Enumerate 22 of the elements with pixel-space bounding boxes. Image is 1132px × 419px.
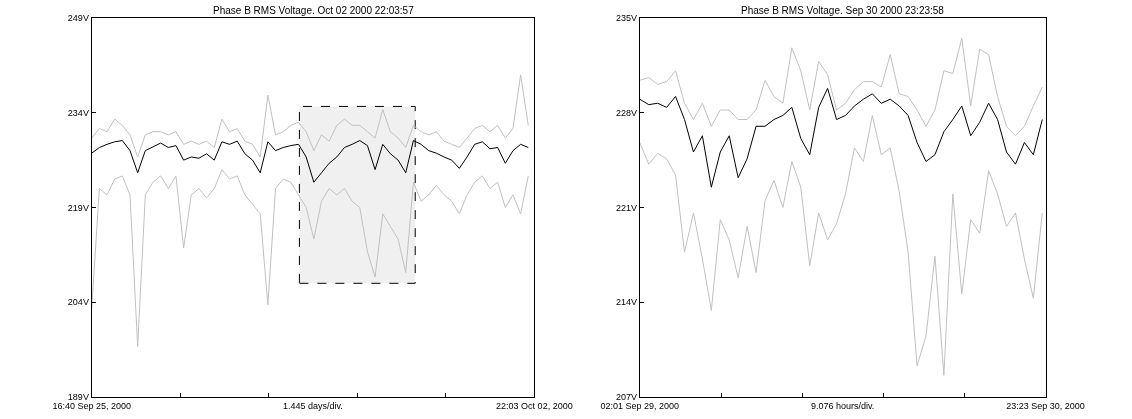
y-tick-label: 221V bbox=[615, 202, 637, 213]
chart-title: Phase B RMS Voltage. Sep 30 2000 23:23:58 bbox=[741, 5, 945, 16]
y-tick-label: 204V bbox=[67, 297, 89, 308]
y-tick-label: 207V bbox=[615, 392, 637, 403]
x-axis-title: 9.076 hours/div. bbox=[811, 401, 875, 411]
y-tick-label: 219V bbox=[67, 202, 89, 213]
y-tick-label: 234V bbox=[67, 107, 89, 118]
x-tick-label: 23:23 Sep 30, 2000 bbox=[1006, 400, 1085, 411]
chart-title: Phase B RMS Voltage. Oct 02 2000 22:03:57 bbox=[213, 5, 415, 16]
x-tick-label: 22:03 Oct 02, 2000 bbox=[496, 400, 573, 411]
line-series bbox=[639, 114, 1043, 376]
line-series bbox=[91, 169, 529, 347]
y-tick-label: 228V bbox=[615, 107, 637, 118]
x-tick-label: 02:01 Sep 29, 2000 bbox=[600, 400, 680, 411]
y-tick-label: 214V bbox=[615, 297, 637, 308]
line-series bbox=[91, 74, 529, 158]
x-axis-title: 1.445 days/div. bbox=[283, 401, 343, 411]
line-series bbox=[639, 37, 1043, 137]
y-tick-label: 249V bbox=[67, 13, 89, 24]
y-tick-label: 235V bbox=[615, 13, 637, 24]
y-tick-label: 189V bbox=[67, 392, 89, 403]
x-tick-label: 16:40 Sep 25, 2000 bbox=[52, 400, 131, 411]
